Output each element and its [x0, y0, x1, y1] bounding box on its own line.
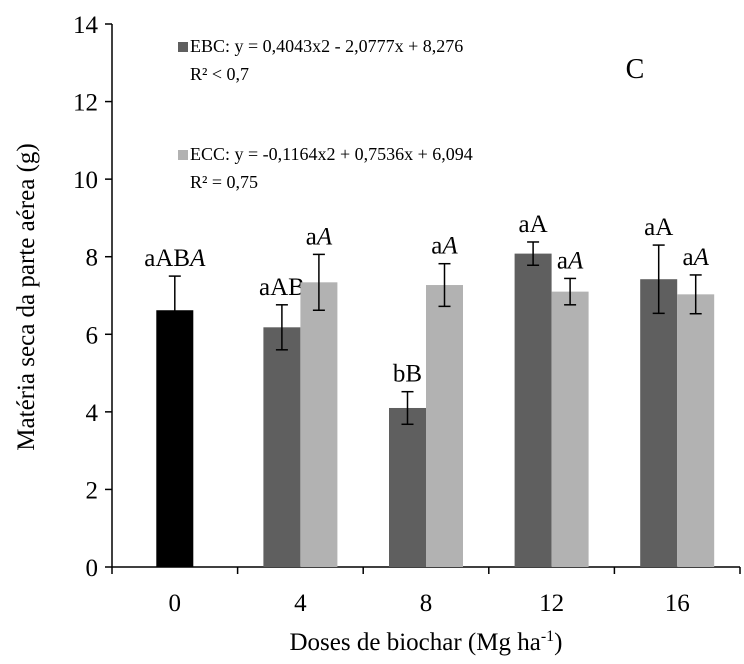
bar-label-ebc: aAB	[259, 274, 305, 301]
bar-label-ecc: aA	[431, 233, 458, 260]
x-axis-title: Doses de biochar (Mg ha-1)	[290, 628, 563, 656]
bar-label-ebc: aA	[644, 214, 673, 241]
legend: EBC: y = 0,4043x2 - 2,0777x + 8,276 R² <…	[178, 36, 473, 192]
y-tick-label: 2	[86, 477, 99, 504]
legend-r2-ebc: R² < 0,7	[190, 64, 249, 84]
bar-ebc	[389, 407, 426, 567]
x-axis-title-end: )	[554, 629, 562, 656]
panel-label: C	[626, 54, 645, 85]
y-axis-title: Matéria seca da parte aérea (g)	[13, 143, 40, 450]
x-tick-label: 8	[420, 590, 433, 617]
legend-equation-ebc: EBC: y = 0,4043x2 - 2,0777x + 8,276	[190, 36, 463, 56]
x-axis-title-main: Doses de biochar (Mg ha	[290, 629, 541, 656]
legend-swatch-ebc	[178, 42, 188, 52]
bar-label-ecc: aA	[683, 244, 710, 271]
x-tick-label: 16	[665, 590, 690, 617]
y-tick-label: 0	[86, 555, 99, 582]
x-tick-label: 0	[169, 590, 182, 617]
y-tick-label: 12	[73, 90, 98, 117]
bar-label-control: aABA	[144, 245, 206, 272]
y-tick-label: 4	[86, 400, 99, 427]
bar-ecc	[551, 291, 589, 567]
x-tick-label: 12	[539, 590, 564, 617]
bar-label-ecc: aA	[557, 247, 584, 274]
legend-equation-ecc: ECC: y = -0,1164x2 + 0,7536x + 6,094	[190, 144, 473, 164]
bar-ecc	[426, 285, 463, 567]
bar-ebc	[263, 327, 301, 567]
bar-ebc	[514, 253, 552, 567]
x-axis-title-sup: -1	[541, 628, 554, 645]
legend-r2-ecc: R² = 0,75	[190, 172, 258, 192]
bar-label-ebc: bB	[393, 361, 422, 388]
bar-label-ecc: aA	[306, 223, 333, 250]
bar-ecc	[300, 282, 338, 567]
bar-ebc	[640, 279, 678, 567]
bar-label-ebc: aA	[519, 211, 548, 238]
y-tick-label: 8	[86, 245, 99, 272]
plot-area: 0 2 4 6 8 10 12 14 0 4 8 12 16 aABA aAB bB aA aA aA aA aA aA	[73, 12, 741, 617]
y-tick-label: 6	[86, 322, 99, 349]
y-tick-label: 14	[73, 12, 99, 39]
legend-swatch-ecc	[178, 150, 188, 160]
x-tick-label: 4	[294, 590, 307, 617]
bar-ecc	[677, 294, 715, 567]
bar-control	[156, 310, 194, 567]
y-tick-label: 10	[73, 167, 98, 194]
